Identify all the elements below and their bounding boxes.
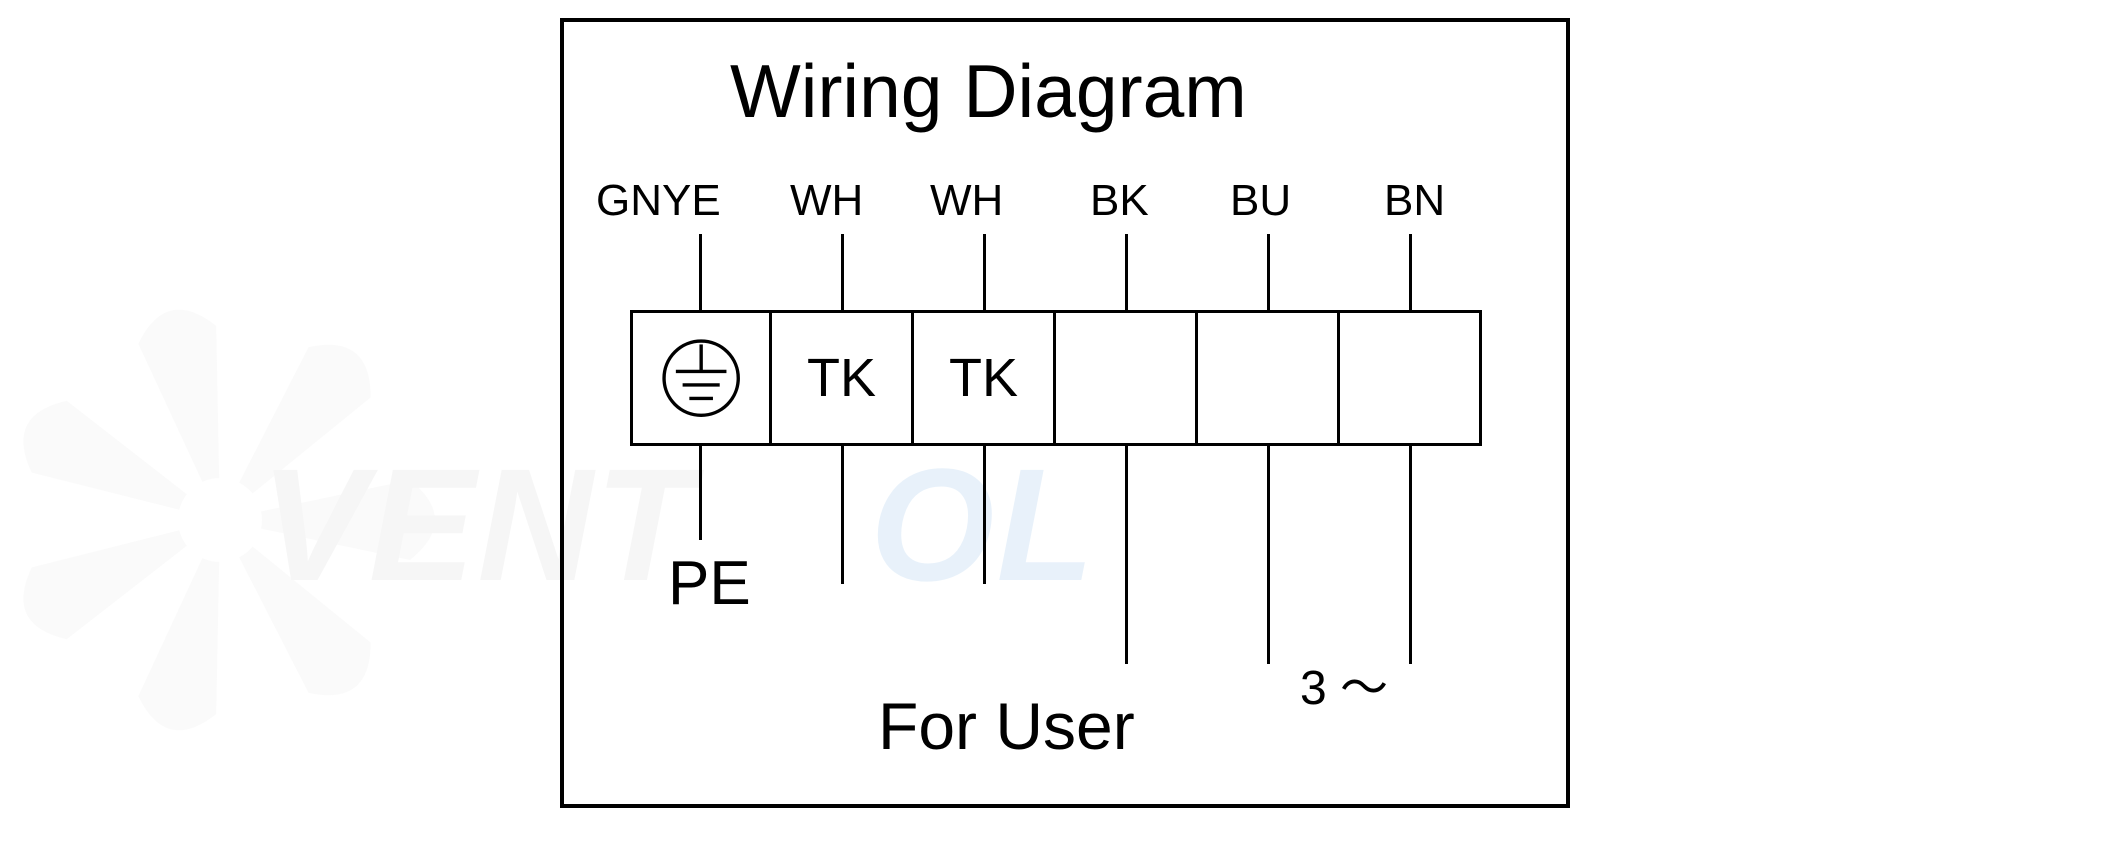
terminal-cell-1: TK: [772, 310, 914, 446]
terminal-cell-0: [630, 310, 772, 446]
wire-label-wh: WH: [790, 176, 863, 226]
phase-label: 3 ～: [1300, 648, 1388, 718]
pe-label: PE: [668, 548, 751, 619]
bottom-wire: [1125, 446, 1128, 664]
terminal-cell-2: TK: [914, 310, 1056, 446]
bottom-wire: [841, 446, 844, 584]
bottom-wire: [983, 446, 986, 584]
bottom-wire: [1409, 446, 1412, 664]
top-wire: [1409, 234, 1412, 310]
top-wire: [983, 234, 986, 310]
bottom-wire: [699, 446, 702, 540]
top-wire: [841, 234, 844, 310]
bottom-wire: [1267, 446, 1270, 664]
wire-label-bu: BU: [1230, 176, 1291, 226]
terminal-cell-4: [1198, 310, 1340, 446]
top-wire: [1267, 234, 1270, 310]
wire-label-wh: WH: [930, 176, 1003, 226]
top-wire: [1125, 234, 1128, 310]
wire-label-gnye: GNYE: [596, 176, 721, 226]
terminal-block: TKTK: [630, 310, 1482, 446]
diagram-title: Wiring Diagram: [730, 48, 1247, 134]
top-wire: [699, 234, 702, 310]
wire-label-bn: BN: [1384, 176, 1445, 226]
ground-icon: [659, 336, 743, 420]
for-user-label: For User: [878, 688, 1135, 764]
terminal-cell-3: [1056, 310, 1198, 446]
wire-label-bk: BK: [1090, 176, 1149, 226]
terminal-cell-5: [1340, 310, 1482, 446]
